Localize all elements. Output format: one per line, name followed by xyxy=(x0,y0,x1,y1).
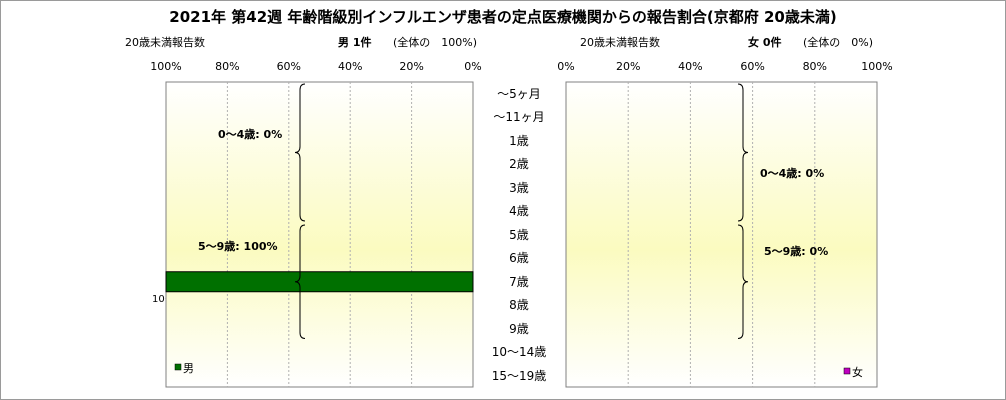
chart-title: 2021年 第42週 年齢階級別インフルエンザ患者の定点医療機関からの報告割合(… xyxy=(169,8,837,26)
right-brace-5-9 xyxy=(737,224,749,339)
left-tick-label: 100% xyxy=(150,60,182,73)
left-group-label-0-4: 0～4歳: 0% xyxy=(218,128,283,141)
legend-swatch-male xyxy=(174,363,182,371)
left-plot-area xyxy=(165,81,474,388)
right-tick-label: 40% xyxy=(678,60,703,73)
left-subtitle-main: 男 1件 xyxy=(338,36,372,49)
age-label: ～5ヶ月 xyxy=(497,86,541,101)
age-label: 4歳 xyxy=(509,204,529,219)
age-label: 15～19歳 xyxy=(491,368,547,383)
age-label: 6歳 xyxy=(509,251,529,266)
right-subtitle-count: 20歳未満報告数 xyxy=(580,36,660,49)
male-bar xyxy=(165,271,474,293)
right-tick-label: 20% xyxy=(615,60,641,73)
age-label: 7歳 xyxy=(509,274,529,289)
right-subtitle-main: 女 0件 xyxy=(748,36,782,49)
left-brace-0-4 xyxy=(294,83,306,222)
right-plot-area xyxy=(565,81,878,388)
age-label: 9歳 xyxy=(509,321,529,336)
left-group-label-5-9: 5～9歳: 100% xyxy=(198,240,278,253)
legend-male: 男 xyxy=(183,362,194,375)
legend-female: 女 xyxy=(852,366,863,379)
age-label: 8歳 xyxy=(509,298,529,313)
age-label: ～11ヶ月 xyxy=(493,110,545,125)
right-tick-label: 100% xyxy=(861,60,893,73)
right-group-label-5-9: 5～9歳: 0% xyxy=(764,245,829,258)
right-group-label-0-4: 0～4歳: 0% xyxy=(760,167,825,180)
age-label: 1歳 xyxy=(509,133,529,148)
age-label: 3歳 xyxy=(509,180,529,195)
left-tick-label: 80% xyxy=(215,60,240,73)
left-subtitle-total: (全体の 100%) xyxy=(393,36,478,49)
left-brace-5-9 xyxy=(294,224,306,339)
age-label: 5歳 xyxy=(509,227,529,242)
right-tick-label: 0% xyxy=(557,60,575,73)
right-tick-label: 60% xyxy=(740,60,765,73)
left-tick-label: 60% xyxy=(276,60,302,73)
right-brace-0-4 xyxy=(737,83,749,222)
left-tick-label: 40% xyxy=(337,60,363,73)
right-tick-label: 80% xyxy=(802,60,828,73)
age-label: 10～14歳 xyxy=(491,345,547,360)
age-label: 2歳 xyxy=(509,157,529,172)
right-subtitle-total: (全体の 0%) xyxy=(803,36,874,49)
legend-swatch-female xyxy=(843,367,851,375)
left-tick-label: 0% xyxy=(464,60,482,73)
left-tick-label: 20% xyxy=(399,60,424,73)
left-subtitle-count: 20歳未満報告数 xyxy=(125,36,205,49)
